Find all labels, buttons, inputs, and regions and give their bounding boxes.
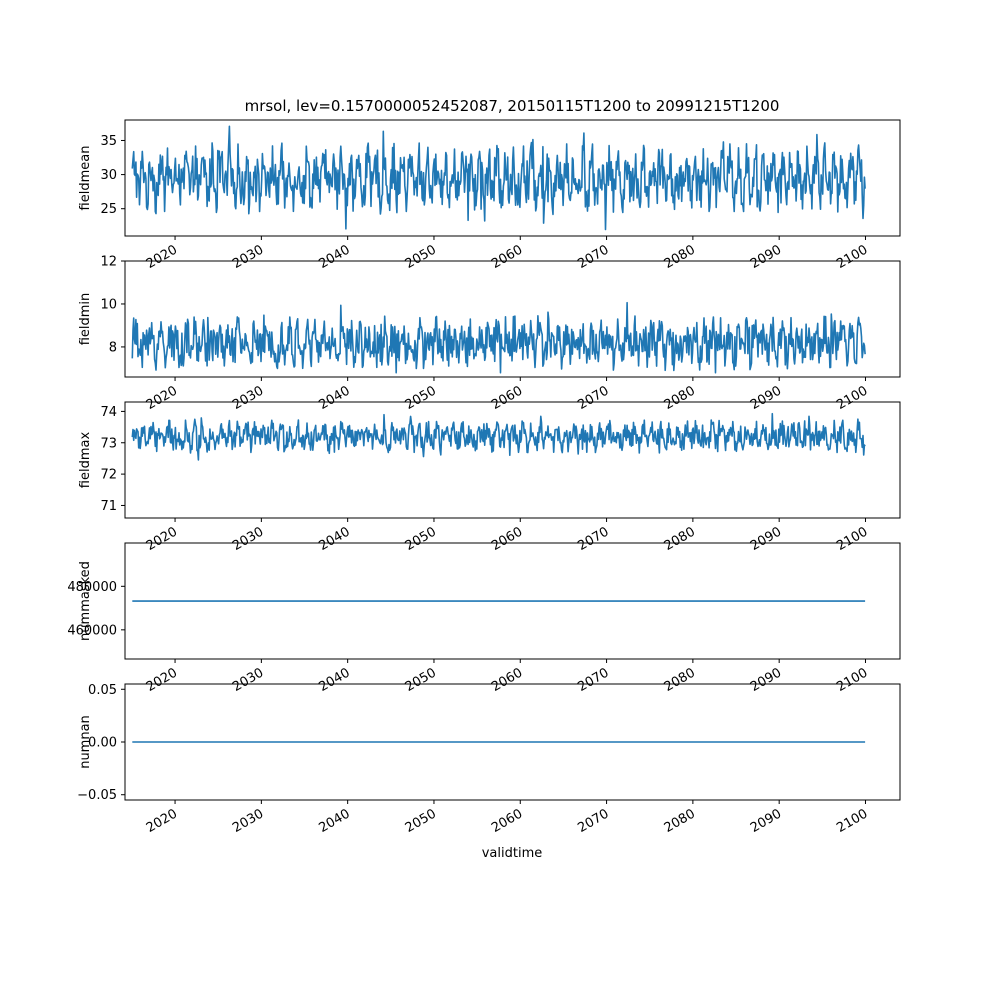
y-tick-label: 71 bbox=[100, 499, 117, 514]
axes-frame bbox=[124, 119, 901, 237]
y-tick-label: 0.00 bbox=[88, 736, 117, 751]
y-tick-label: 25 bbox=[100, 202, 117, 217]
y-axis-label: numnan bbox=[78, 715, 93, 769]
x-axis-label: validtime bbox=[482, 846, 543, 861]
series-line-fieldmax bbox=[131, 412, 866, 461]
y-tick-label: 35 bbox=[100, 134, 117, 149]
y-tick-label: 480000 bbox=[67, 580, 117, 595]
y-tick-label: 10 bbox=[100, 297, 117, 312]
y-tick-label: −0.05 bbox=[77, 788, 117, 803]
y-tick-label: 8 bbox=[109, 340, 117, 355]
axes-frame bbox=[124, 401, 901, 519]
y-tick-label: 74 bbox=[100, 405, 117, 420]
axes-frame bbox=[124, 260, 901, 378]
y-tick-label: 12 bbox=[100, 255, 117, 270]
series-line-fieldmin bbox=[131, 301, 866, 374]
series-line-fieldmean bbox=[131, 125, 866, 231]
y-tick-label: 460000 bbox=[67, 623, 117, 638]
y-axis-label: fieldmax bbox=[78, 432, 93, 489]
y-tick-label: 0.05 bbox=[88, 683, 117, 698]
axes-frame bbox=[124, 542, 901, 660]
y-axis-label: fieldmin bbox=[78, 293, 93, 346]
chart-title: mrsol, lev=0.1570000052452087, 20150115T… bbox=[245, 97, 780, 115]
y-tick-label: 73 bbox=[100, 436, 117, 451]
y-axis-label: nummasked bbox=[78, 561, 93, 641]
y-tick-label: 72 bbox=[100, 468, 117, 483]
y-axis-label: fieldmean bbox=[78, 146, 93, 211]
y-tick-label: 30 bbox=[100, 168, 117, 183]
